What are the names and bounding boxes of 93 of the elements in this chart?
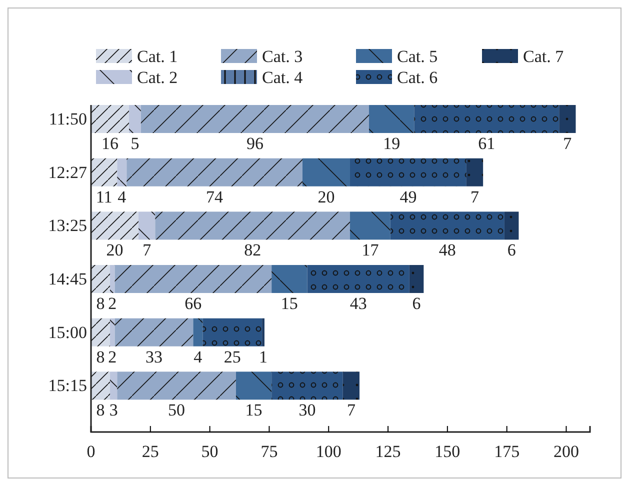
bar	[91, 105, 130, 133]
legend-label: Cat. 4	[262, 68, 304, 87]
bar	[466, 158, 484, 186]
bar	[369, 105, 414, 133]
data-label: 7	[563, 134, 572, 153]
data-label: 3	[109, 400, 118, 420]
bar	[202, 318, 262, 346]
data-label: 8	[96, 294, 105, 313]
bar	[91, 158, 118, 186]
data-label: 11	[96, 187, 112, 206]
y-tick-label: 11:50	[48, 109, 87, 128]
x-tick-label: 50	[201, 442, 218, 462]
data-label: 82	[244, 240, 262, 260]
bar	[126, 158, 302, 186]
legend-label: Cat. 2	[137, 68, 178, 87]
bar	[110, 318, 115, 346]
x-tick-label: 25	[142, 442, 159, 462]
bar	[110, 372, 118, 400]
bar	[155, 212, 350, 240]
bar	[140, 105, 370, 133]
bar	[559, 105, 576, 133]
bar	[350, 158, 466, 186]
bar	[302, 158, 350, 186]
x-tick-label: 125	[375, 442, 401, 462]
data-label: 4	[118, 187, 127, 206]
data-label: 7	[142, 240, 152, 260]
x-tick-label: 150	[434, 442, 460, 462]
bar	[350, 212, 390, 240]
data-label: 16	[102, 134, 119, 153]
bar	[91, 372, 110, 400]
x-tick-label: 175	[494, 442, 520, 462]
y-tick-label: 15:15	[48, 376, 87, 396]
data-label: 25	[224, 347, 241, 366]
bar	[114, 318, 194, 346]
legend-label: Cat. 6	[397, 68, 438, 87]
data-label: 7	[470, 187, 480, 206]
bar	[91, 212, 139, 240]
data-label: 2	[108, 294, 117, 313]
legend-label: Cat. 7	[523, 47, 564, 66]
bar	[91, 265, 110, 293]
x-tick-label: 0	[86, 442, 96, 462]
data-label: 20	[318, 187, 335, 206]
data-label: 66	[184, 294, 202, 313]
x-tick-label: 100	[316, 442, 342, 462]
bar	[390, 212, 504, 240]
data-label: 15	[280, 294, 298, 313]
data-label: 17	[362, 240, 380, 260]
y-tick-label: 15:00	[48, 322, 87, 342]
data-label: 20	[106, 240, 124, 260]
bar	[236, 372, 272, 400]
x-tick-label: 75	[260, 442, 278, 462]
data-label: 74	[206, 187, 224, 206]
y-tick-label: 14:45	[48, 269, 87, 288]
bar	[272, 372, 343, 400]
data-label: 33	[145, 347, 162, 366]
bar	[307, 265, 410, 293]
bar	[117, 158, 127, 186]
legend-label: Cat. 1	[137, 47, 178, 66]
bar	[409, 265, 424, 293]
data-label: 50	[168, 400, 186, 420]
data-label: 6	[412, 294, 421, 313]
data-label: 43	[350, 294, 367, 313]
data-label: 7	[346, 400, 356, 420]
x-tick-label: 200	[553, 442, 579, 462]
y-tick-label: 12:27	[48, 162, 88, 182]
bar	[114, 265, 272, 293]
bar	[91, 318, 110, 346]
data-label: 19	[383, 134, 400, 153]
bar	[342, 372, 360, 400]
bar	[129, 105, 141, 133]
y-tick-label: 13:25	[48, 216, 87, 236]
data-label: 49	[400, 187, 417, 206]
bar	[138, 212, 156, 240]
bar	[272, 265, 308, 293]
data-label: 15	[245, 400, 262, 420]
data-label: 4	[194, 347, 203, 366]
data-label: 1	[259, 347, 268, 366]
bar	[414, 105, 560, 133]
data-label: 48	[438, 240, 456, 260]
bar	[504, 212, 519, 240]
legend-label: Cat. 3	[262, 47, 303, 66]
data-label: 61	[478, 134, 496, 153]
data-label: 30	[298, 400, 316, 420]
data-label: 6	[507, 240, 516, 260]
data-label: 2	[108, 347, 117, 366]
legend-label: Cat. 5	[397, 47, 438, 66]
data-label: 8	[96, 347, 105, 366]
data-label: 5	[130, 134, 140, 153]
data-label: 8	[96, 400, 105, 420]
bar	[193, 318, 203, 346]
data-label: 96	[246, 134, 264, 153]
bar	[110, 265, 115, 293]
bar	[117, 372, 236, 400]
